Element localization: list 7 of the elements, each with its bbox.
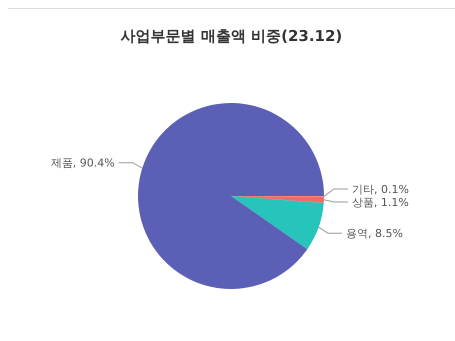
slice-label: 제품, 90.4% (50, 156, 115, 170)
slice-label: 기타, 0.1% (352, 183, 409, 196)
slice-label: 상품, 1.1% (352, 196, 409, 209)
pie-slice (138, 103, 324, 289)
pie-slice (231, 196, 324, 250)
slice-label: 용역, 8.5% (346, 227, 403, 240)
chart-title: 사업부문별 매출액 비중(23.12) (120, 27, 344, 46)
